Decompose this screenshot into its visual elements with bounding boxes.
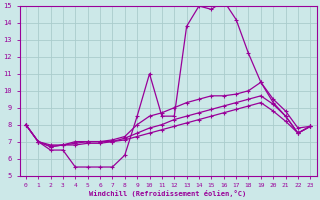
X-axis label: Windchill (Refroidissement éolien,°C): Windchill (Refroidissement éolien,°C) — [90, 190, 247, 197]
